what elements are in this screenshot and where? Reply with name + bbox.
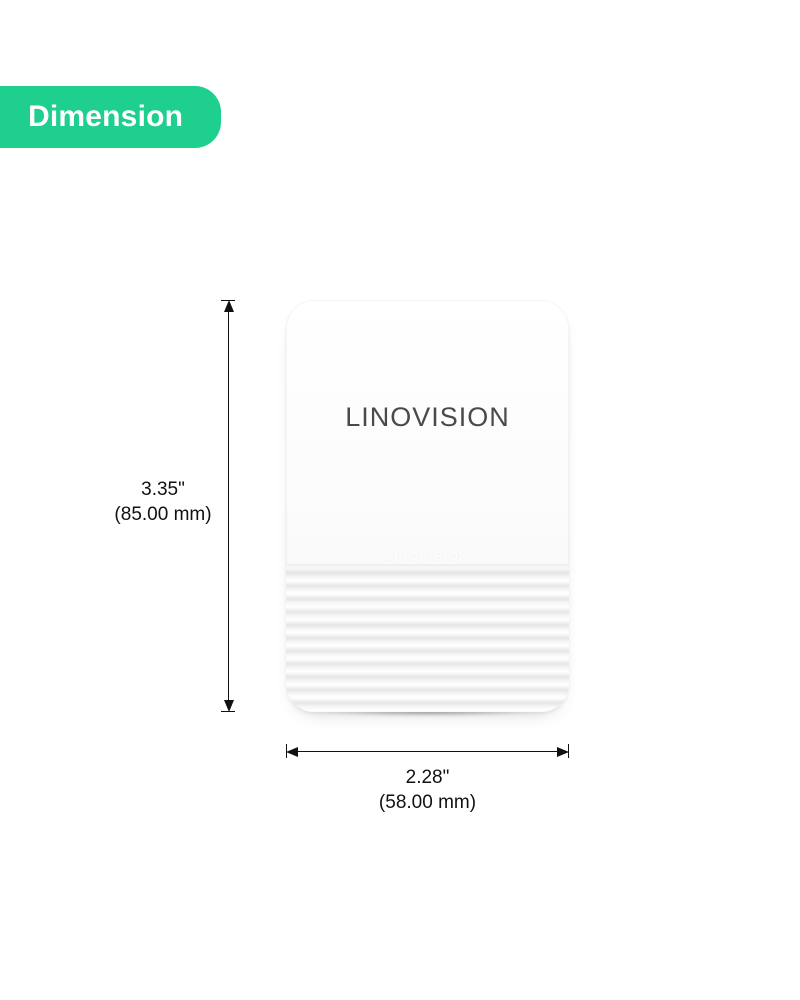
dimension-height-line [228,300,229,712]
dimension-height-inches: 3.35" [108,478,218,503]
dimension-width-inches: 2.28" [286,766,569,791]
device-ribs [286,564,569,712]
dimension-diagram: Dimension LINOVISION LINOVISION 3.35" (8… [0,0,800,1000]
device-shadow [276,710,579,724]
dimension-height-mm: (85.00 mm) [108,503,218,528]
dimension-width-line [286,751,569,752]
dimension-width-mm: (58.00 mm) [286,791,569,816]
device-watermark: LINOVISION [286,549,569,563]
dimension-width-label: 2.28" (58.00 mm) [286,766,569,815]
dimension-height-label: 3.35" (85.00 mm) [108,478,218,527]
section-badge: Dimension [0,86,221,148]
device: LINOVISION LINOVISION [286,300,569,712]
device-logo: LINOVISION [286,402,569,433]
section-badge-text: Dimension [28,100,183,133]
